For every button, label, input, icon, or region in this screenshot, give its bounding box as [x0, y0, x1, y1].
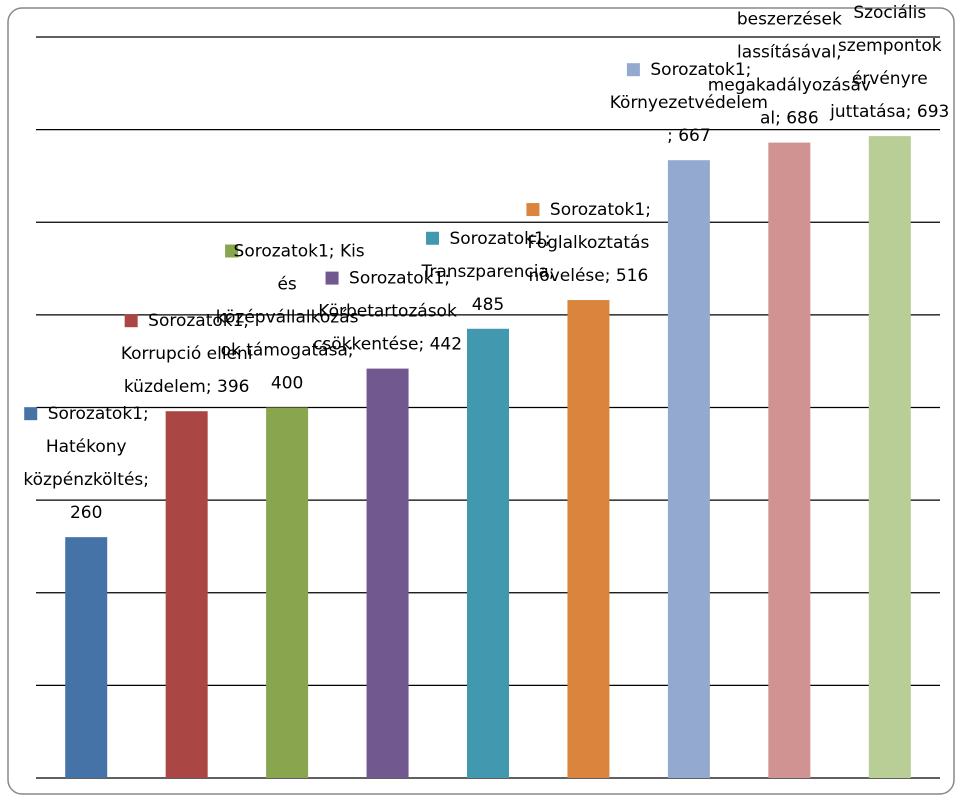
data-label: Sorozatok1; Környezetvédelem ; 667	[610, 60, 768, 146]
data-label-line: Szociális	[853, 3, 926, 23]
legend-key	[626, 63, 640, 77]
data-label-line: érvényre	[852, 69, 928, 89]
data-label-line: 260	[70, 503, 102, 523]
bar	[768, 142, 811, 778]
bar	[567, 300, 610, 778]
data-label: Sorozatok1; Korrupció elleni küzdelem; 396	[121, 311, 253, 397]
legend-key	[426, 231, 439, 245]
data-label-line: Transzparencia;	[420, 262, 554, 282]
bar	[667, 160, 710, 778]
data-label-line: 400	[271, 374, 303, 394]
data-label: Sorozatok1; Kis és középvállalkozás ok támo…	[216, 242, 365, 394]
data-label-line: küzdelem; 396	[124, 377, 250, 397]
data-label-line: Sorozatok1; Kis	[234, 242, 365, 262]
data-label: Sorozatok1; Transzparencia; 485	[420, 229, 554, 315]
data-label-line: juttatása; 693	[829, 102, 949, 122]
bar	[266, 407, 309, 778]
bar	[366, 368, 409, 778]
legend-key	[225, 244, 239, 258]
data-label-line: Foglalkoztatás	[528, 233, 650, 253]
data-label-line: Környezetvédelem	[610, 93, 768, 113]
data-label-line: Körbetartozások	[318, 302, 457, 322]
data-label-line: ; 667	[667, 126, 711, 146]
legend-key	[325, 271, 339, 285]
data-label-line: Korrupció elleni	[121, 344, 253, 364]
data-label: Sorozatok1; Foglalkoztatás növelése; 516	[528, 200, 651, 286]
data-label-line: lassításával,	[737, 43, 842, 63]
data-label-line: Sorozatok1;	[650, 60, 751, 80]
data-label-line: al; 686	[760, 109, 819, 129]
legend-key	[124, 314, 138, 328]
data-label-line: beszerzések	[737, 10, 842, 30]
data-label-line: megakadályozásáv	[708, 76, 871, 96]
bar	[868, 136, 911, 778]
bar	[467, 328, 509, 778]
data-label-line: ok támogatása;	[221, 341, 354, 361]
data-label: Sorozatok1;Szociálisszempontokérvényreju…	[829, 0, 952, 122]
data-label-line: 485	[472, 295, 504, 315]
data-label: Sorozatok1; Körbetartozások csökkentése; 4…	[313, 269, 462, 355]
data-label-line: növelése; 516	[529, 266, 649, 286]
data-label-line: Hatékony	[46, 437, 127, 457]
data-label-line: csökkentése; 442	[313, 335, 462, 355]
legend-key	[24, 407, 38, 421]
data-label-line: közpénzköltés;	[23, 470, 149, 490]
data-label-line: szempontok	[838, 36, 942, 56]
bar	[65, 537, 108, 778]
data-label-line: Sorozatok1;	[48, 404, 149, 424]
data-label-line: Sorozatok1;	[449, 229, 550, 249]
data-label-line: Sorozatok1;	[148, 311, 249, 331]
legend-key	[526, 203, 540, 217]
bar	[165, 411, 208, 778]
data-label: Sorozatok1;Válság megoldásabeszerzésekla…	[708, 0, 871, 129]
data-label-line: Sorozatok1;	[550, 200, 651, 220]
data-label: Sorozatok1; Hatékony közpénzköltés; 260	[23, 404, 149, 523]
data-label-line: Sorozatok1;	[349, 269, 450, 289]
data-label-line: és	[277, 275, 296, 295]
data-label-line: középvállalkozás	[216, 308, 359, 328]
